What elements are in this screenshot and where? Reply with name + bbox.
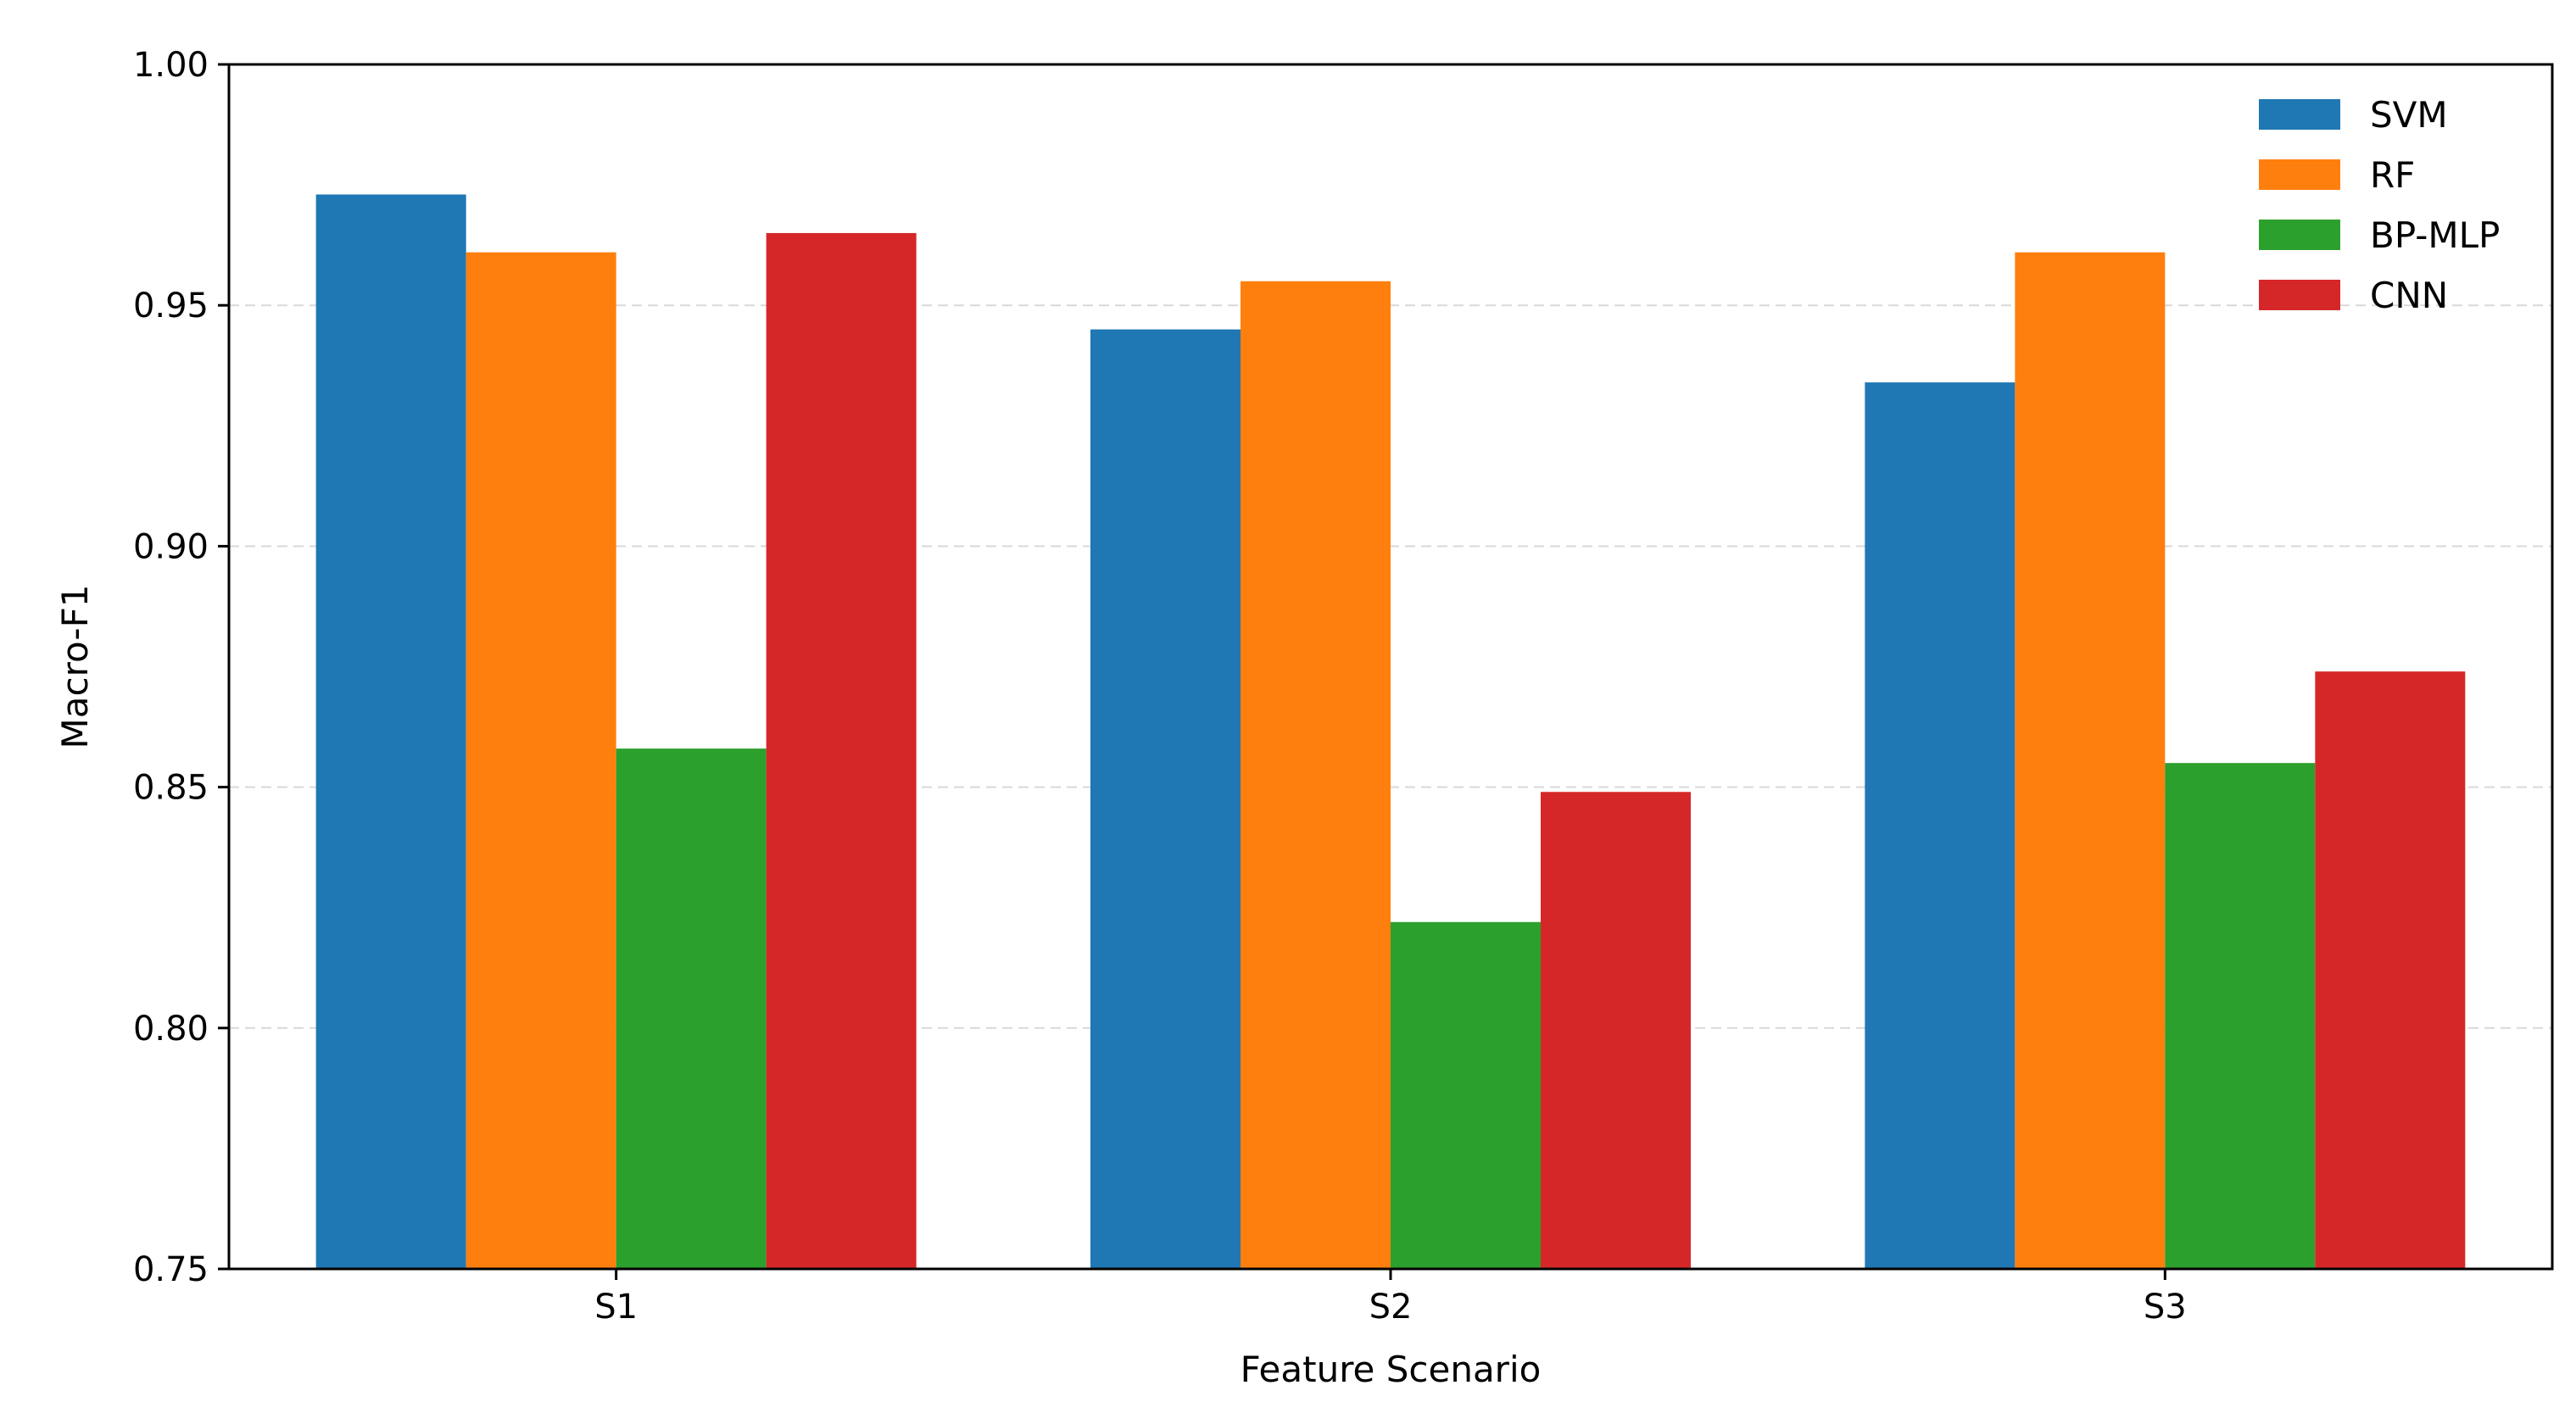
y-tick-label: 0.80 xyxy=(133,1010,209,1049)
y-tick-label: 0.85 xyxy=(133,769,209,808)
bar-cnn-s1 xyxy=(766,232,917,1270)
bar-rf-s1 xyxy=(466,252,616,1269)
y-tick-label: 1.00 xyxy=(133,46,209,85)
legend-swatch-bp-mlp xyxy=(2259,220,2340,250)
legend: SVM RF BP-MLP CNN xyxy=(2259,94,2500,316)
legend-label-bp-mlp: BP-MLP xyxy=(2370,214,2500,256)
x-axis: S1 S2 S3 xyxy=(594,1269,2187,1327)
legend-swatch-cnn xyxy=(2259,280,2340,310)
x-axis-title: Feature Scenario xyxy=(1241,1349,1542,1390)
legend-swatch-rf xyxy=(2259,159,2340,190)
bar-cnn-s3 xyxy=(2315,671,2466,1269)
x-tick-label: S2 xyxy=(1369,1288,1413,1327)
bar-svm-s3 xyxy=(1865,382,2016,1269)
legend-label-rf: RF xyxy=(2370,154,2415,196)
legend-swatch-svm xyxy=(2259,99,2340,130)
bar-svm-s2 xyxy=(1090,329,1241,1269)
bar-bp-mlp-s3 xyxy=(2165,763,2316,1269)
bar-bp-mlp-s2 xyxy=(1391,921,1541,1269)
bar-rf-s3 xyxy=(2015,252,2166,1269)
legend-label-svm: SVM xyxy=(2370,94,2448,136)
bar-cnn-s2 xyxy=(1541,792,1691,1269)
x-tick-label: S3 xyxy=(2144,1288,2187,1327)
x-tick-label: S1 xyxy=(594,1288,638,1327)
bar-rf-s2 xyxy=(1241,281,1391,1269)
y-axis-title: Macro-F1 xyxy=(54,585,96,749)
y-axis: 0.75 0.80 0.85 0.90 0.95 1.00 xyxy=(133,46,229,1289)
y-tick-label: 0.95 xyxy=(133,287,209,325)
bars xyxy=(315,194,2466,1270)
legend-label-cnn: CNN xyxy=(2370,275,2448,316)
y-tick-label: 0.75 xyxy=(133,1250,209,1289)
y-tick-label: 0.90 xyxy=(133,527,209,566)
bar-bp-mlp-s1 xyxy=(616,748,767,1269)
bar-svm-s1 xyxy=(315,194,466,1269)
